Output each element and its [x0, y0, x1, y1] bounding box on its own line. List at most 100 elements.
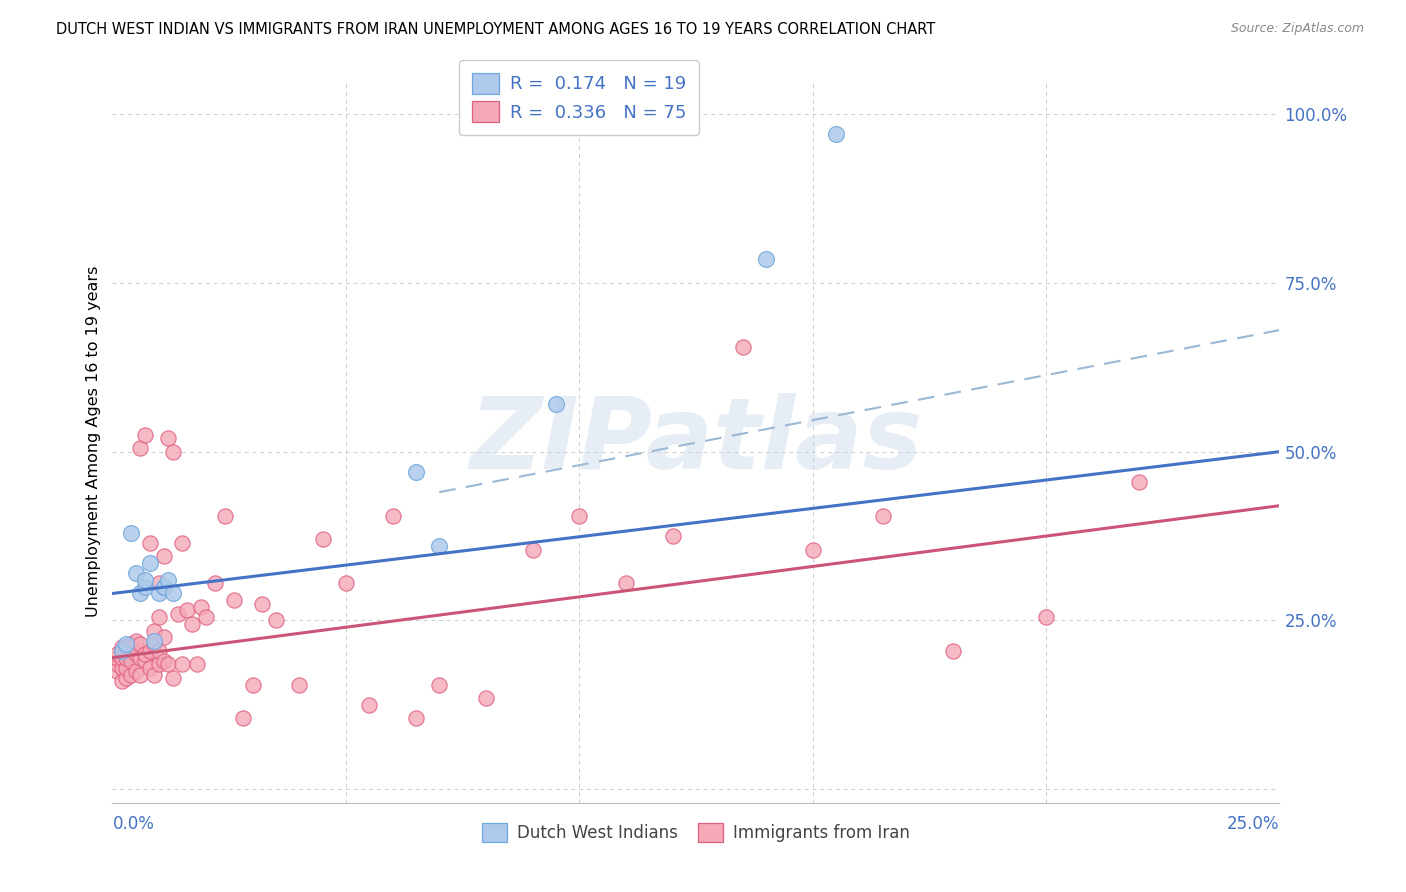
Point [405, 465, 427, 479]
Text: 25.0%: 25.0% [1227, 815, 1279, 833]
Point [139, 644, 162, 658]
Point [264, 614, 287, 628]
Point [134, 573, 156, 587]
Point [825, 128, 848, 142]
Point [204, 576, 226, 591]
Point [942, 644, 965, 658]
Point [143, 624, 166, 638]
Point [148, 586, 170, 600]
Text: Source: ZipAtlas.com: Source: ZipAtlas.com [1230, 22, 1364, 36]
Point [125, 647, 148, 661]
Point [143, 633, 166, 648]
Point [214, 508, 236, 523]
Point [153, 580, 176, 594]
Point [134, 647, 156, 661]
Point [134, 580, 156, 594]
Point [250, 597, 273, 611]
Point [125, 566, 148, 581]
Point [105, 657, 128, 672]
Point [111, 644, 134, 658]
Point [115, 637, 138, 651]
Point [153, 580, 176, 594]
Point [359, 698, 381, 712]
Point [522, 542, 544, 557]
Point [120, 637, 142, 651]
Point [111, 640, 134, 655]
Point [105, 647, 128, 661]
Point [115, 661, 138, 675]
Point [120, 525, 142, 540]
Point [731, 340, 754, 354]
Point [105, 650, 128, 665]
Point [153, 549, 176, 564]
Point [475, 691, 498, 706]
Point [288, 678, 311, 692]
Point [139, 556, 162, 570]
Point [335, 576, 357, 591]
Point [157, 431, 180, 445]
Point [194, 610, 217, 624]
Point [139, 661, 162, 675]
Point [311, 533, 333, 547]
Point [115, 671, 138, 685]
Point [120, 667, 142, 681]
Point [129, 637, 152, 651]
Point [172, 657, 194, 672]
Point [129, 667, 152, 681]
Point [801, 542, 824, 557]
Point [148, 644, 170, 658]
Point [148, 610, 170, 624]
Point [111, 661, 134, 675]
Point [148, 657, 170, 672]
Point [153, 631, 176, 645]
Point [129, 442, 152, 456]
Point [111, 674, 134, 689]
Point [190, 599, 212, 614]
Point [115, 650, 138, 665]
Point [162, 671, 184, 685]
Point [125, 633, 148, 648]
Point [120, 654, 142, 668]
Point [755, 252, 778, 267]
Point [125, 664, 148, 678]
Text: DUTCH WEST INDIAN VS IMMIGRANTS FROM IRAN UNEMPLOYMENT AMONG AGES 16 TO 19 YEARS: DUTCH WEST INDIAN VS IMMIGRANTS FROM IRA… [56, 22, 935, 37]
Legend: Dutch West Indians, Immigrants from Iran: Dutch West Indians, Immigrants from Iran [475, 816, 917, 848]
Point [157, 657, 180, 672]
Point [115, 640, 138, 655]
Point [143, 667, 166, 681]
Point [242, 678, 264, 692]
Point [143, 637, 166, 651]
Point [180, 616, 202, 631]
Point [568, 508, 591, 523]
Point [166, 607, 188, 621]
Text: ZIPatlas: ZIPatlas [470, 393, 922, 490]
Point [148, 576, 170, 591]
Point [153, 654, 176, 668]
Point [544, 397, 567, 411]
Point [134, 427, 156, 442]
Point [129, 586, 152, 600]
Point [186, 657, 208, 672]
Point [157, 573, 180, 587]
Point [162, 444, 184, 458]
Point [381, 508, 404, 523]
Point [232, 711, 254, 725]
Point [172, 536, 194, 550]
Point [872, 508, 894, 523]
Point [661, 529, 683, 543]
Text: 0.0%: 0.0% [112, 815, 155, 833]
Point [222, 593, 245, 607]
Point [1035, 610, 1057, 624]
Point [129, 650, 152, 665]
Point [162, 586, 184, 600]
Point [111, 650, 134, 665]
Point [139, 536, 162, 550]
Y-axis label: Unemployment Among Ages 16 to 19 years: Unemployment Among Ages 16 to 19 years [86, 266, 101, 617]
Point [176, 603, 198, 617]
Point [427, 678, 450, 692]
Point [427, 539, 450, 553]
Point [105, 664, 128, 678]
Point [614, 576, 637, 591]
Point [134, 654, 156, 668]
Point [405, 711, 427, 725]
